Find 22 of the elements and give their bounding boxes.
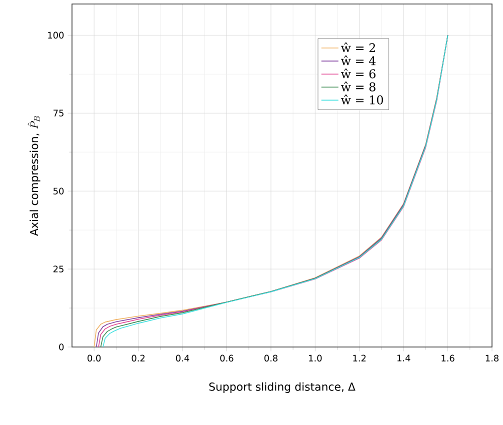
x-tick-label: 1.6 bbox=[442, 354, 454, 362]
x-axis-title: Support sliding distance, Δ bbox=[209, 382, 356, 393]
legend-label: ŵ = 8 bbox=[340, 82, 376, 92]
x-tick-label: 1.2 bbox=[353, 354, 366, 362]
legend-label: ŵ = 10 bbox=[340, 94, 384, 104]
y-tick-label: 50 bbox=[54, 188, 64, 194]
x-tick-label: 0.2 bbox=[132, 354, 145, 362]
y-tick-label: 100 bbox=[48, 32, 64, 39]
legend-label: ŵ = 4 bbox=[340, 56, 376, 66]
x-tick-label: 0.8 bbox=[264, 354, 278, 362]
x-tick-label: 1.0 bbox=[309, 354, 322, 362]
x-tick-label: 0.0 bbox=[88, 354, 101, 362]
y-tick-label: 0 bbox=[59, 344, 64, 350]
x-tick-label: 1.4 bbox=[397, 354, 410, 362]
x-tick-label: 1.8 bbox=[486, 354, 499, 362]
y-tick-label: 75 bbox=[54, 110, 64, 116]
y-axis-title: $\text{Axial compression, }\hat{P}_{B}$ bbox=[28, 116, 40, 236]
legend-label: ŵ = 2 bbox=[340, 42, 376, 52]
legend-label: ŵ = 6 bbox=[340, 68, 376, 78]
y-tick-label: 25 bbox=[53, 266, 64, 272]
x-tick-label: 0.4 bbox=[176, 354, 190, 362]
x-tick-label: 0.6 bbox=[220, 354, 234, 362]
